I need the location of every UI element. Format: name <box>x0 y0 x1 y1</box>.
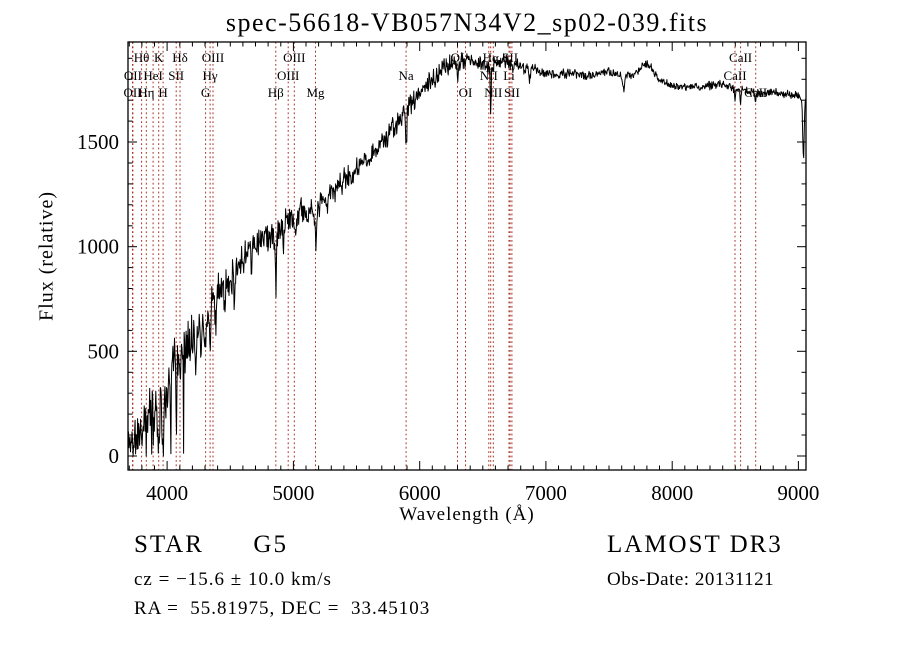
object-class-label: STAR G5 <box>134 531 288 558</box>
svg-text:OIII: OIII <box>202 50 224 65</box>
survey-release-label: LAMOST DR3 <box>607 531 783 558</box>
svg-text:1500: 1500 <box>77 130 119 154</box>
svg-text:7000: 7000 <box>525 481 567 505</box>
svg-text:K: K <box>154 50 164 65</box>
svg-text:CaII: CaII <box>723 68 746 83</box>
svg-text:OII: OII <box>124 68 142 83</box>
plot-title: spec-56618-VB057N34V2_sp02-039.fits <box>225 8 709 37</box>
svg-text:HeI: HeI <box>143 68 163 83</box>
svg-text:OIII: OIII <box>283 50 305 65</box>
svg-text:4000: 4000 <box>146 481 188 505</box>
svg-text:NII: NII <box>484 85 502 100</box>
svg-text:0: 0 <box>109 444 120 468</box>
svg-text:Hβ: Hβ <box>268 85 284 100</box>
svg-text:Hη: Hη <box>138 85 154 100</box>
svg-text:Hγ: Hγ <box>203 68 218 83</box>
svg-text:500: 500 <box>88 339 120 363</box>
svg-text:CaII: CaII <box>729 50 752 65</box>
svg-text:6000: 6000 <box>399 481 441 505</box>
y-axis-label: Flux (relative) <box>35 191 58 321</box>
svg-text:G: G <box>201 85 210 100</box>
svg-text:Li: Li <box>503 68 515 83</box>
svg-text:SII: SII <box>504 85 520 100</box>
svg-text:9000: 9000 <box>777 481 819 505</box>
x-axis-label: Wavelength (Å) <box>399 504 535 525</box>
svg-text:CaII: CaII <box>744 85 767 100</box>
svg-text:OI: OI <box>459 85 473 100</box>
svg-text:Mg: Mg <box>306 85 325 100</box>
svg-text:Hδ: Hδ <box>172 50 188 65</box>
svg-text:H: H <box>158 85 167 100</box>
ra-dec-value: RA = 55.81975, DEC = 33.45103 <box>134 598 431 619</box>
svg-text:8000: 8000 <box>651 481 693 505</box>
obs-date-label: Obs-Date: 20131121 <box>607 569 775 590</box>
svg-text:SII: SII <box>168 68 184 83</box>
cz-value: cz = −15.6 ± 10.0 km/s <box>134 569 332 590</box>
svg-text:Hθ: Hθ <box>134 50 150 65</box>
svg-text:5000: 5000 <box>272 481 314 505</box>
svg-text:1000: 1000 <box>77 235 119 259</box>
svg-text:Na: Na <box>399 68 414 83</box>
svg-text:OIII: OIII <box>277 68 299 83</box>
